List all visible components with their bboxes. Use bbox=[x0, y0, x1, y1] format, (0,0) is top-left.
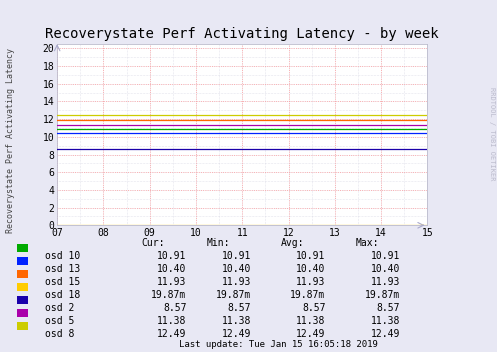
Text: osd 8: osd 8 bbox=[45, 329, 74, 339]
Text: 19.87m: 19.87m bbox=[216, 290, 251, 300]
Text: 11.38: 11.38 bbox=[371, 316, 400, 326]
Text: 12.49: 12.49 bbox=[157, 329, 186, 339]
Text: 8.57: 8.57 bbox=[377, 303, 400, 313]
Text: 8.57: 8.57 bbox=[163, 303, 186, 313]
Text: 11.38: 11.38 bbox=[222, 316, 251, 326]
Title: Recoverystate Perf Activating Latency - by week: Recoverystate Perf Activating Latency - … bbox=[45, 27, 439, 42]
Text: 19.87m: 19.87m bbox=[290, 290, 326, 300]
Text: 11.93: 11.93 bbox=[296, 277, 326, 287]
Text: osd 10: osd 10 bbox=[45, 251, 80, 260]
Text: 19.87m: 19.87m bbox=[151, 290, 186, 300]
Text: 10.91: 10.91 bbox=[222, 251, 251, 260]
Text: 10.91: 10.91 bbox=[371, 251, 400, 260]
Text: 11.93: 11.93 bbox=[222, 277, 251, 287]
Text: osd 5: osd 5 bbox=[45, 316, 74, 326]
Text: 10.40: 10.40 bbox=[157, 264, 186, 274]
Text: 12.49: 12.49 bbox=[371, 329, 400, 339]
Text: RRDTOOL / TOBI OETIKER: RRDTOOL / TOBI OETIKER bbox=[489, 87, 495, 181]
Text: osd 15: osd 15 bbox=[45, 277, 80, 287]
Text: Recoverystate Perf Activating Latency: Recoverystate Perf Activating Latency bbox=[6, 48, 15, 233]
Text: 11.38: 11.38 bbox=[157, 316, 186, 326]
Text: 11.93: 11.93 bbox=[371, 277, 400, 287]
Text: Last update: Tue Jan 15 16:05:18 2019: Last update: Tue Jan 15 16:05:18 2019 bbox=[179, 340, 378, 349]
Text: 10.40: 10.40 bbox=[296, 264, 326, 274]
Text: Avg:: Avg: bbox=[281, 238, 304, 247]
Text: 11.38: 11.38 bbox=[296, 316, 326, 326]
Text: osd 2: osd 2 bbox=[45, 303, 74, 313]
Text: 12.49: 12.49 bbox=[296, 329, 326, 339]
Text: osd 13: osd 13 bbox=[45, 264, 80, 274]
Text: 8.57: 8.57 bbox=[228, 303, 251, 313]
Text: Cur:: Cur: bbox=[142, 238, 165, 247]
Text: 10.91: 10.91 bbox=[296, 251, 326, 260]
Text: 19.87m: 19.87m bbox=[365, 290, 400, 300]
Text: 8.57: 8.57 bbox=[302, 303, 326, 313]
Text: osd 18: osd 18 bbox=[45, 290, 80, 300]
Text: 10.40: 10.40 bbox=[222, 264, 251, 274]
Text: 12.49: 12.49 bbox=[222, 329, 251, 339]
Text: Min:: Min: bbox=[206, 238, 230, 247]
Text: Max:: Max: bbox=[355, 238, 379, 247]
Text: 11.93: 11.93 bbox=[157, 277, 186, 287]
Text: 10.40: 10.40 bbox=[371, 264, 400, 274]
Text: 10.91: 10.91 bbox=[157, 251, 186, 260]
